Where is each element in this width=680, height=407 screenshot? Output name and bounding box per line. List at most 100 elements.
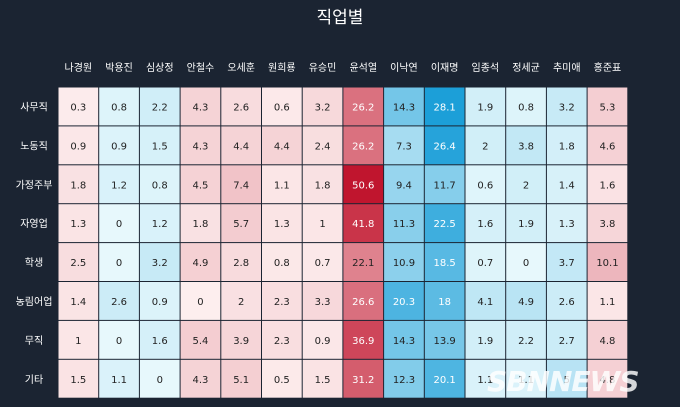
cell-value-label: 20.3 — [393, 297, 415, 308]
cell-value-label: 0 — [116, 336, 122, 347]
cell-value-label: 1.9 — [477, 102, 493, 113]
cell-value-label: 2.4 — [315, 141, 331, 152]
heatmap-cell — [262, 126, 302, 165]
heatmap-cell — [424, 165, 465, 204]
heatmap-cell — [58, 126, 99, 165]
cell-value-label: 1.4 — [70, 297, 86, 308]
cell-value-label: 41.8 — [352, 219, 374, 230]
heatmap-cell — [343, 243, 384, 281]
heatmap-cell — [465, 165, 506, 204]
cell-value-label: 14.3 — [393, 336, 415, 347]
heatmap-cell — [343, 126, 384, 165]
heatmap-cell — [465, 87, 506, 126]
heatmap-cell — [99, 126, 139, 165]
heatmap-cell — [587, 359, 628, 398]
heatmap-cell — [546, 87, 587, 126]
cell-value-label: 0 — [197, 297, 203, 308]
heatmap-cell — [546, 359, 587, 398]
cell-value-label: 11.3 — [393, 219, 415, 230]
heatmap-cell — [343, 204, 384, 243]
cell-value-label: 5.3 — [599, 102, 615, 113]
heatmap-cell — [302, 243, 343, 281]
heatmap-cell — [221, 320, 261, 359]
heatmap-cell — [58, 165, 99, 204]
heatmap-cell — [546, 320, 587, 359]
cell-value-label: 3.2 — [152, 258, 168, 269]
cell-value-label: 3.2 — [315, 102, 331, 113]
heatmap-cell — [587, 204, 628, 243]
cell-value-label: 7.3 — [396, 141, 412, 152]
heatmap-cell — [139, 243, 180, 281]
heatmap-cell — [302, 126, 343, 165]
cell-value-label: 4.4 — [274, 141, 290, 152]
heatmap-cell — [465, 243, 506, 281]
heatmap-cell — [58, 243, 99, 281]
heatmap-cell — [546, 243, 587, 281]
cell-value-label: 1.9 — [477, 336, 493, 347]
heatmap-cell — [302, 359, 343, 398]
chart-title: 직업별 — [316, 8, 364, 28]
heatmap-cell — [180, 165, 221, 204]
cell-value-label: 1.5 — [70, 375, 86, 386]
heatmap-cell — [139, 87, 180, 126]
cell-value-label: 2 — [482, 141, 488, 152]
heatmap-cell — [302, 320, 343, 359]
heatmap-cell — [506, 204, 546, 243]
heatmap-cell — [343, 165, 384, 204]
heatmap-cell — [465, 282, 506, 320]
cell-value-label: 2.7 — [559, 336, 575, 347]
cell-value-label: 2 — [238, 297, 244, 308]
heatmap-cell — [58, 359, 99, 398]
cell-value-label: 26.6 — [352, 297, 374, 308]
heatmap-cell — [424, 282, 465, 320]
heatmap-cell — [221, 126, 261, 165]
cell-value-label: 5.1 — [233, 375, 249, 386]
cell-value-label: 1 — [319, 219, 325, 230]
cell-value-label: 26.2 — [352, 102, 374, 113]
heatmap-cell — [99, 87, 139, 126]
heatmap-cell — [58, 282, 99, 320]
cell-value-label: 1.5 — [315, 375, 331, 386]
row-label-2: 가정주부 — [16, 179, 53, 191]
cell-value-label: 0.8 — [274, 258, 290, 269]
cell-value-label: 7.4 — [233, 180, 249, 191]
column-header-8: 이낙연 — [390, 62, 418, 74]
heatmap-cell — [384, 204, 424, 243]
cell-value-label: 26.2 — [352, 141, 374, 152]
column-header-1: 박용진 — [105, 62, 133, 74]
cell-value-label: 4.8 — [599, 336, 615, 347]
cell-value-label: 3.7 — [559, 258, 575, 269]
cell-value-label: 4.4 — [233, 141, 249, 152]
heatmap-cell — [180, 359, 221, 398]
cell-value-label: 1.1 — [274, 180, 290, 191]
heatmap-cell — [546, 126, 587, 165]
cell-value-label: 28.1 — [434, 102, 456, 113]
heatmap-cell — [384, 126, 424, 165]
cell-value-label: 3.8 — [599, 219, 615, 230]
heatmap-cell — [99, 320, 139, 359]
cell-value-label: 0 — [157, 375, 163, 386]
heatmap-cell — [180, 282, 221, 320]
cell-value-label: 1.5 — [152, 141, 168, 152]
heatmap-cell — [587, 282, 628, 320]
cell-value-label: 5.7 — [233, 219, 249, 230]
cell-value-label: 0.3 — [70, 102, 86, 113]
column-header-3: 안철수 — [187, 62, 215, 74]
column-header-7: 윤석열 — [349, 62, 377, 74]
column-header-9: 이재명 — [431, 62, 459, 74]
heatmap-cell — [180, 87, 221, 126]
heatmap-cell — [180, 320, 221, 359]
cell-value-label: 4.1 — [477, 297, 493, 308]
column-header-2: 심상정 — [146, 62, 174, 74]
heatmap-cell — [343, 359, 384, 398]
heatmap-cell — [221, 359, 261, 398]
heatmap-cell — [343, 282, 384, 320]
heatmap-cell — [262, 243, 302, 281]
heatmap-cell — [465, 359, 506, 398]
cell-value-label: 1.3 — [70, 219, 86, 230]
heatmap-cell — [221, 243, 261, 281]
heatmap-cell — [58, 320, 99, 359]
heatmap-cell — [506, 243, 546, 281]
heatmap-cell — [546, 204, 587, 243]
